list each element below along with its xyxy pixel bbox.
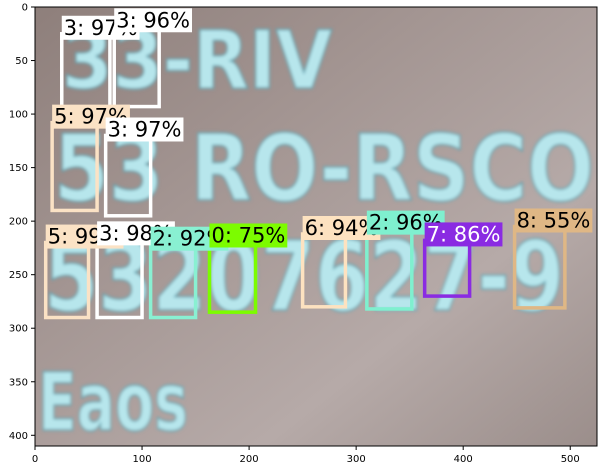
detection-label-bg bbox=[114, 8, 193, 33]
y-tick-label: 200 bbox=[9, 217, 28, 228]
x-tick-label: 100 bbox=[133, 454, 152, 465]
x-axis: 0 100 200 300 400 500 bbox=[32, 446, 580, 465]
y-axis: 0 50 100 150 200 250 300 350 400 bbox=[9, 3, 35, 442]
x-tick-label: 200 bbox=[240, 454, 259, 465]
detection-label-bg bbox=[424, 222, 503, 247]
detection-label: 7: 86% bbox=[427, 222, 501, 246]
y-tick-label: 300 bbox=[9, 324, 28, 335]
detection-label-bg bbox=[514, 208, 593, 233]
photo-text-line4: Eaos bbox=[38, 356, 188, 449]
detection-label: 6: 94% bbox=[305, 216, 379, 240]
y-tick-label: 350 bbox=[9, 377, 28, 388]
y-tick-label: 50 bbox=[15, 56, 28, 67]
y-tick-label: 0 bbox=[22, 3, 28, 14]
detection-labels: 3: 97%3: 96%5: 97%3: 97%5: 99%3: 98%2: 9… bbox=[45, 8, 593, 251]
y-tick-label: 250 bbox=[9, 270, 28, 281]
x-tick-label: 0 bbox=[32, 454, 38, 465]
y-tick-label: 150 bbox=[9, 163, 28, 174]
y-tick-label: 100 bbox=[9, 110, 28, 121]
detection-label: 8: 55% bbox=[517, 209, 591, 233]
photo-text-line2: 53 RO-RSCO bbox=[54, 115, 594, 222]
detection-label-bg bbox=[209, 223, 288, 248]
x-tick-label: 400 bbox=[454, 454, 473, 465]
detection-label: 3: 96% bbox=[116, 8, 190, 32]
x-tick-label: 500 bbox=[561, 454, 580, 465]
photo-text-group: 33-RIV 53 RO-RSCO 53207627-9 Eaos bbox=[37, 13, 595, 449]
detection-label: 3: 97% bbox=[108, 117, 182, 141]
x-tick-label: 300 bbox=[347, 454, 366, 465]
axes-frame bbox=[34, 6, 598, 447]
y-tick-label: 400 bbox=[9, 431, 28, 442]
photo-area: 33-RIV 53 RO-RSCO 53207627-9 Eaos bbox=[35, 7, 597, 449]
detection-label-bg bbox=[105, 117, 184, 142]
detection-label: 0: 75% bbox=[211, 223, 285, 247]
